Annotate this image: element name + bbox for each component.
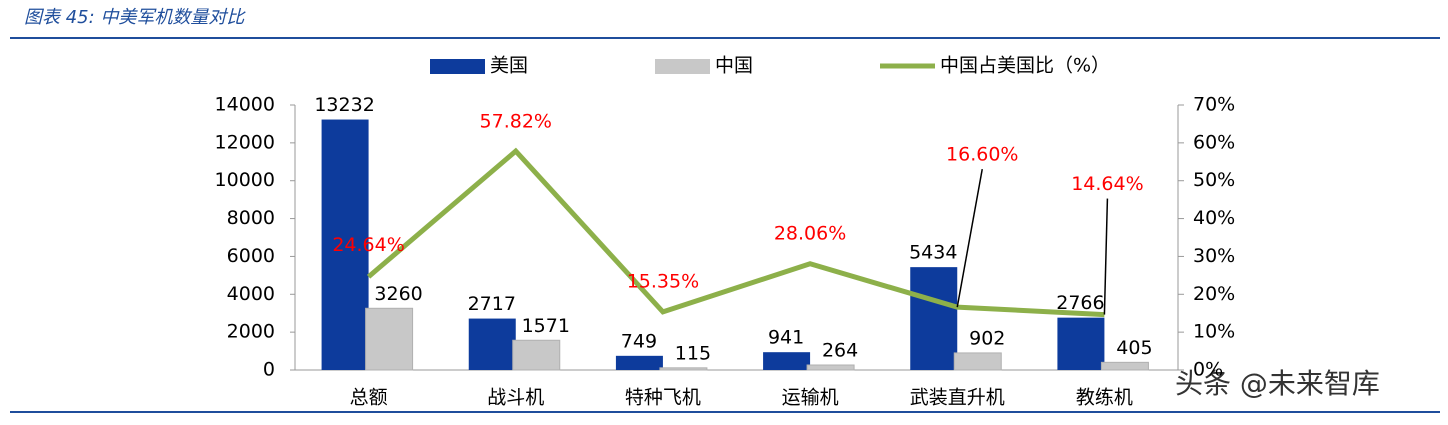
y-tick-label: 4000 <box>227 283 275 305</box>
y2-tick-label: 50% <box>1193 169 1235 191</box>
bar <box>321 119 369 370</box>
legend-swatch <box>655 59 710 74</box>
bar-value-label: 2717 <box>468 293 516 315</box>
bar-value-label: 749 <box>621 330 657 352</box>
y2-tick-label: 20% <box>1193 283 1235 305</box>
legend-label: 中国 <box>715 55 753 77</box>
title: 图表 45: 中美军机数量对比 <box>24 7 246 28</box>
bar <box>1057 317 1105 370</box>
y-tick-label: 2000 <box>227 321 275 343</box>
line-value-label: 28.06% <box>774 222 846 244</box>
bar <box>365 307 414 371</box>
y-tick-label: 14000 <box>215 94 275 116</box>
bar <box>512 339 561 371</box>
y2-tick-label: 60% <box>1193 131 1235 153</box>
x-tick-label: 战斗机 <box>487 387 544 409</box>
legend-swatch <box>430 59 485 74</box>
bar <box>468 318 516 370</box>
line-value-label: 16.60% <box>946 144 1018 166</box>
bar-value-label: 405 <box>1116 337 1152 359</box>
bar-value-label: 902 <box>969 327 1005 349</box>
bar-value-label: 941 <box>768 327 804 349</box>
y-tick-label: 0 <box>263 359 275 381</box>
bar-value-label: 3260 <box>374 283 422 305</box>
line <box>366 147 1105 318</box>
leader-line <box>956 169 983 308</box>
bar <box>763 352 811 370</box>
bar-value-label: 5434 <box>909 242 957 264</box>
legend-label: 中国占美国比（%） <box>940 55 1110 77</box>
bar <box>659 367 708 371</box>
watermark: 头条 @未来智库 <box>1175 367 1380 400</box>
y-tick-label: 12000 <box>215 131 275 153</box>
bar <box>615 355 663 370</box>
x-tick-label: 教练机 <box>1076 387 1133 409</box>
y-tick-label: 10000 <box>215 169 275 191</box>
bar <box>806 364 855 371</box>
y2-tick-label: 70% <box>1193 94 1235 116</box>
line-value-label: 14.64% <box>1071 173 1143 195</box>
x-tick-label: 运输机 <box>782 387 839 409</box>
bar-value-label: 115 <box>675 342 711 364</box>
y2-tick-label: 30% <box>1193 245 1235 267</box>
legend-label: 美国 <box>490 55 528 77</box>
leader-line <box>1103 198 1109 315</box>
y2-tick-label: 40% <box>1193 207 1235 229</box>
bar <box>910 267 958 370</box>
y-tick-label: 6000 <box>227 245 275 267</box>
line-value-label: 57.82% <box>480 111 552 133</box>
bar-value-label: 1571 <box>522 315 570 337</box>
y2-tick-label: 10% <box>1193 321 1235 343</box>
bar-value-label: 2766 <box>1056 292 1104 314</box>
bar-value-label: 13232 <box>314 94 374 116</box>
bar <box>953 352 1002 371</box>
x-tick-label: 总额 <box>350 387 388 409</box>
bar-value-label: 264 <box>822 340 858 362</box>
x-tick-label: 特种飞机 <box>625 387 701 409</box>
y2-tick-label: 0% <box>1193 359 1223 381</box>
x-tick-label: 武装直升机 <box>910 387 1005 409</box>
bar <box>1100 361 1149 371</box>
line-value-label: 24.64% <box>332 234 404 256</box>
line-value-label: 15.35% <box>627 270 699 292</box>
y-tick-label: 8000 <box>227 207 275 229</box>
